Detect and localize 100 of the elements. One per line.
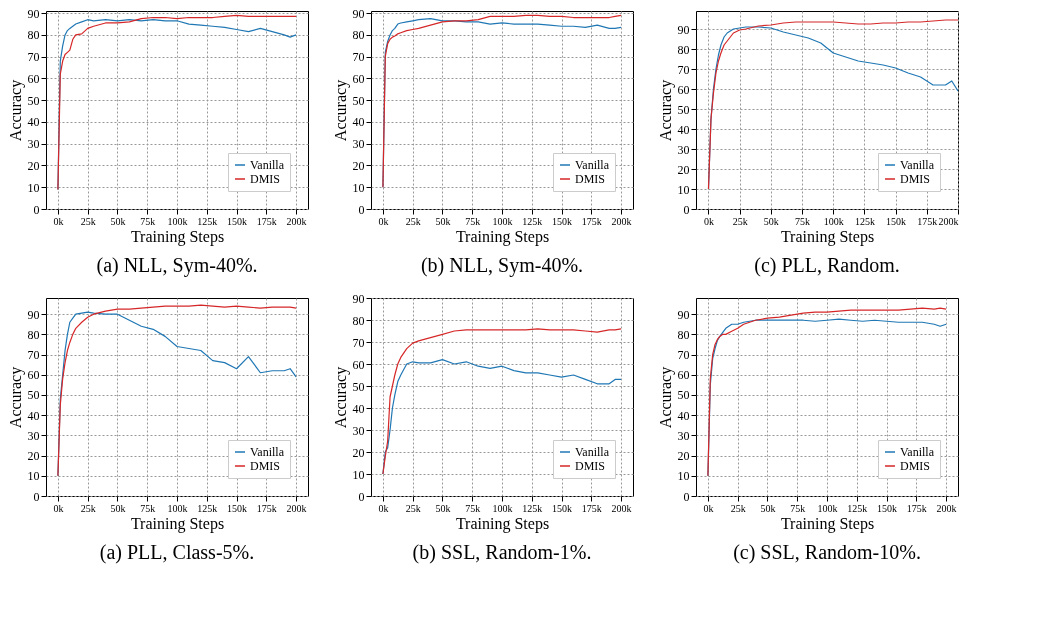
y-tick-label: 40 [27, 115, 40, 130]
y-tick-label: 60 [352, 357, 365, 372]
x-tick-label: 0k [703, 215, 714, 227]
y-tick-label: 40 [677, 408, 690, 423]
legend-label: DMIS [575, 172, 606, 186]
y-tick-label: 0 [683, 489, 690, 504]
x-axis-title: Training Steps [780, 514, 875, 533]
x-tick-label: 75k [465, 502, 481, 514]
x-tick-label: 125k [197, 502, 218, 514]
x-axis-title: Training Steps [130, 227, 225, 246]
line-series [382, 359, 622, 475]
y-tick-label: 70 [352, 50, 365, 65]
x-axis-title: Training Steps [130, 514, 225, 533]
y-tick-label: 80 [27, 28, 40, 43]
legend-label: DMIS [900, 459, 931, 473]
y-tick-label: 40 [352, 401, 365, 416]
x-tick-label: 200k [938, 215, 959, 227]
y-tick-label: 40 [352, 115, 365, 130]
x-tick-label: 125k [522, 502, 543, 514]
y-tick-label: 20 [27, 158, 40, 173]
y-tick-label: 30 [677, 428, 690, 443]
y-tick-label: 60 [352, 71, 365, 86]
y-tick-label: 20 [352, 158, 365, 173]
x-tick-label: 200k [936, 502, 957, 514]
y-tick-label: 10 [352, 180, 365, 195]
text: (b) NLL, Sym-40%. [420, 254, 584, 277]
x-axis-title: Training Steps [455, 227, 550, 246]
x-tick-label: 25k [730, 502, 746, 514]
y-tick-label: 30 [352, 423, 365, 438]
y-tick-label: 10 [27, 180, 40, 195]
x-tick-label: 200k [286, 215, 307, 227]
y-tick-label: 50 [27, 388, 40, 403]
y-tick-label: 0 [358, 489, 365, 504]
x-axis-title: Training Steps [780, 227, 875, 246]
x-tick-label: 25k [80, 215, 96, 227]
y-tick-label: 70 [677, 62, 690, 77]
x-tick-label: 100k [823, 215, 844, 227]
y-axis-title: Accuracy [6, 79, 25, 142]
y-tick-label: 0 [33, 202, 40, 217]
legend-label: Vanilla [575, 445, 610, 459]
y-axis-title: Accuracy [656, 366, 675, 429]
x-tick-label: 50k [435, 502, 451, 514]
x-tick-label: 175k [581, 215, 602, 227]
x-tick-label: 25k [732, 215, 748, 227]
legend-label: DMIS [575, 459, 606, 473]
x-tick-label: 125k [847, 502, 868, 514]
y-tick-label: 70 [27, 348, 40, 363]
y-tick-label: 60 [27, 368, 40, 383]
y-tick-label: 90 [677, 307, 690, 322]
x-tick-label: 50k [763, 215, 779, 227]
x-axis-title: Training Steps [455, 514, 550, 533]
x-tick-label: 100k [492, 502, 513, 514]
x-tick-label: 125k [854, 215, 875, 227]
x-tick-label: 100k [167, 215, 188, 227]
y-axis-title: Accuracy [6, 366, 25, 429]
x-tick-label: 25k [405, 502, 421, 514]
legend-label: DMIS [250, 459, 281, 473]
y-tick-label: 90 [352, 6, 365, 21]
y-tick-label: 80 [352, 313, 365, 328]
x-tick-label: 200k [611, 502, 632, 514]
y-tick-label: 0 [358, 202, 365, 217]
y-tick-label: 10 [677, 182, 690, 197]
x-tick-label: 75k [465, 215, 481, 227]
text: (c) SSL, Random-10%. [733, 541, 921, 564]
x-tick-label: 25k [405, 215, 421, 227]
x-tick-label: 150k [552, 215, 573, 227]
x-tick-label: 150k [552, 502, 573, 514]
x-tick-label: 50k [760, 502, 776, 514]
y-tick-label: 10 [677, 469, 690, 484]
legend-label: Vanilla [250, 158, 285, 172]
y-tick-label: 10 [27, 469, 40, 484]
x-tick-label: 100k [167, 502, 188, 514]
y-tick-label: 60 [677, 82, 690, 97]
x-tick-label: 175k [581, 502, 602, 514]
legend-label: DMIS [900, 172, 931, 186]
y-tick-label: 20 [677, 162, 690, 177]
y-tick-label: 70 [352, 335, 365, 350]
y-tick-label: 60 [27, 71, 40, 86]
y-tick-label: 90 [27, 6, 40, 21]
x-tick-label: 50k [110, 502, 126, 514]
x-tick-label: 175k [256, 215, 277, 227]
y-axis-title: Accuracy [331, 366, 350, 429]
y-tick-label: 30 [352, 137, 365, 152]
y-tick-label: 90 [352, 291, 365, 306]
x-tick-label: 150k [227, 502, 248, 514]
y-tick-label: 20 [677, 449, 690, 464]
y-tick-label: 80 [677, 327, 690, 342]
y-tick-label: 30 [27, 137, 40, 152]
x-tick-label: 150k [227, 215, 248, 227]
x-tick-label: 150k [886, 215, 907, 227]
y-tick-label: 50 [352, 379, 365, 394]
x-tick-label: 50k [435, 215, 451, 227]
x-tick-label: 75k [140, 502, 156, 514]
x-tick-label: 0k [703, 502, 714, 514]
y-axis-title: Accuracy [656, 79, 675, 142]
x-tick-label: 50k [110, 215, 126, 227]
x-tick-label: 150k [877, 502, 898, 514]
y-tick-label: 50 [27, 93, 40, 108]
y-tick-label: 80 [27, 327, 40, 342]
x-tick-label: 175k [256, 502, 277, 514]
